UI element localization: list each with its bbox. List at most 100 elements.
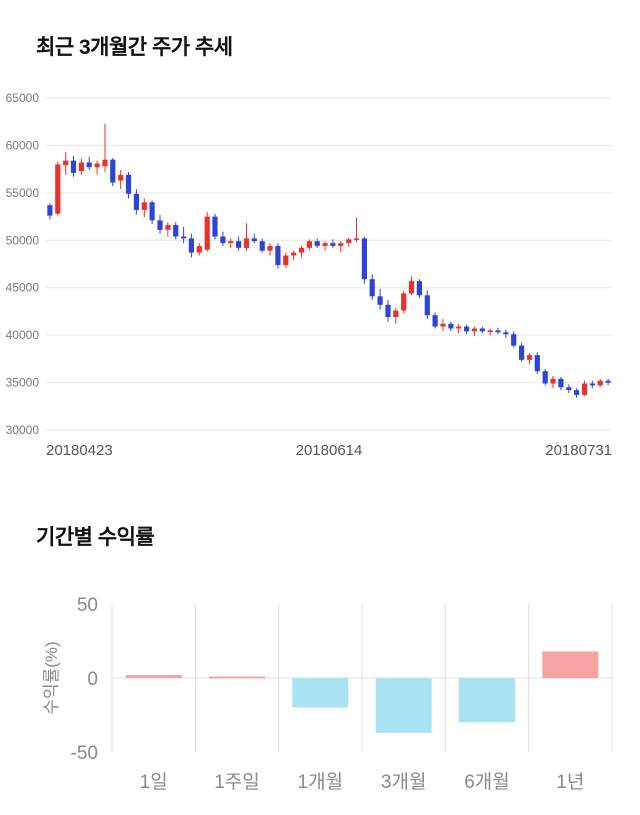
y-tick-label: 50	[77, 595, 98, 616]
candle-body	[220, 236, 226, 244]
candle-body	[448, 323, 454, 329]
candle-body	[86, 162, 92, 168]
x-tick-label: 20180614	[296, 442, 363, 459]
candle-body	[519, 345, 525, 360]
y-tick-label: 40000	[6, 328, 40, 342]
candle-body	[110, 159, 116, 183]
returns-chart-title: 기간별 수익률	[36, 526, 155, 549]
candle-body	[133, 193, 139, 210]
y-tick-label: 65000	[6, 91, 40, 105]
candle-body	[597, 380, 603, 386]
candle-body	[228, 241, 234, 244]
candle-body	[416, 281, 422, 296]
category-label: 1일	[140, 771, 168, 793]
candle-body	[125, 174, 132, 194]
candle-body	[534, 355, 540, 372]
candle-body	[526, 355, 533, 360]
candle-body	[393, 310, 399, 318]
candle-body	[94, 163, 100, 168]
candle-body	[275, 246, 281, 265]
candle-body	[542, 371, 548, 384]
candle-body	[479, 328, 485, 332]
return-bar	[375, 678, 432, 733]
candle-body	[204, 216, 210, 250]
candle-body	[47, 205, 53, 216]
candle-body	[298, 247, 305, 253]
y-tick-label: 0	[87, 669, 98, 690]
candle-body	[322, 243, 328, 246]
candle-body	[401, 293, 407, 311]
category-label: 3개월	[381, 771, 427, 793]
candle-body	[63, 160, 69, 166]
candle-body	[361, 238, 367, 280]
candle-body	[566, 387, 572, 391]
y-tick-label: 45000	[6, 281, 40, 295]
category-label: 1년	[556, 771, 584, 793]
candle-body	[377, 296, 383, 305]
price-chart: 30000 35000 40000 45000 50000 55000 60000 65000…	[0, 80, 640, 462]
candle-body	[165, 225, 171, 230]
candle-body	[55, 164, 61, 214]
return-bar	[209, 676, 265, 679]
candle-body	[251, 238, 257, 242]
returns-chart-svg: 50 0 -50 수익률(%) 1일 1주일 1개월 3개월 6개월 1년	[42, 595, 613, 793]
candle-body	[369, 279, 375, 297]
category-label: 1개월	[298, 771, 344, 793]
candle-body	[212, 216, 218, 237]
price-chart-title: 최근 3개월간 주가 추세	[36, 36, 233, 59]
candle-body	[353, 238, 360, 240]
y-tick-label: 60000	[6, 138, 40, 152]
candle-body	[70, 160, 77, 173]
candle-body	[558, 378, 564, 388]
candle-body	[78, 162, 84, 171]
y-tick-label: 55000	[6, 186, 40, 200]
candle-body	[574, 390, 580, 395]
y-tick-label: 30000	[6, 423, 40, 437]
candle-body	[188, 238, 194, 253]
candle-body	[173, 225, 179, 237]
y-tick-label: 50000	[6, 233, 40, 247]
candle-body	[243, 238, 250, 248]
price-chart-svg: 30000 35000 40000 45000 50000 55000 60000 65000…	[6, 91, 612, 459]
candle-body	[283, 255, 289, 265]
candle-body	[503, 332, 509, 335]
candle-body	[181, 236, 187, 239]
candle-body	[338, 243, 344, 246]
candle-body	[511, 334, 517, 346]
x-tick-label: 20180731	[545, 442, 612, 459]
candle-body	[408, 281, 415, 294]
category-label: 1주일	[214, 771, 260, 793]
candle-body	[102, 159, 108, 167]
category-label: 6개월	[464, 771, 510, 793]
candle-body	[495, 330, 501, 333]
return-bar	[459, 678, 515, 723]
candle-body	[550, 378, 556, 384]
y-tick-label: 35000	[6, 376, 40, 390]
candle-body	[291, 252, 297, 256]
return-bar	[125, 675, 182, 678]
return-bar	[292, 678, 349, 708]
candle-body	[141, 202, 147, 210]
candle-body	[196, 246, 202, 253]
candle-body	[487, 330, 493, 332]
candle-body	[314, 241, 320, 246]
returns-chart: 50 0 -50 수익률(%) 1일 1주일 1개월 3개월 6개월 1년	[0, 570, 640, 810]
candle-body	[346, 239, 352, 244]
candle-body	[464, 326, 470, 332]
candle-body	[306, 241, 312, 248]
x-tick-label: 20180423	[46, 442, 113, 459]
candle-body	[259, 241, 265, 251]
candle-body	[589, 383, 595, 386]
candle-body	[605, 380, 611, 383]
candle-body	[236, 241, 242, 248]
candle-body	[149, 202, 155, 221]
candle-body	[385, 304, 391, 318]
candle-body	[330, 243, 336, 246]
candle-body	[267, 246, 273, 251]
y-tick-label: -50	[71, 743, 98, 764]
y-axis-label: 수익률(%)	[42, 641, 61, 714]
candle-body	[118, 174, 124, 181]
candle-body	[471, 328, 477, 332]
candle-body	[440, 323, 446, 327]
candle-body	[157, 220, 163, 230]
